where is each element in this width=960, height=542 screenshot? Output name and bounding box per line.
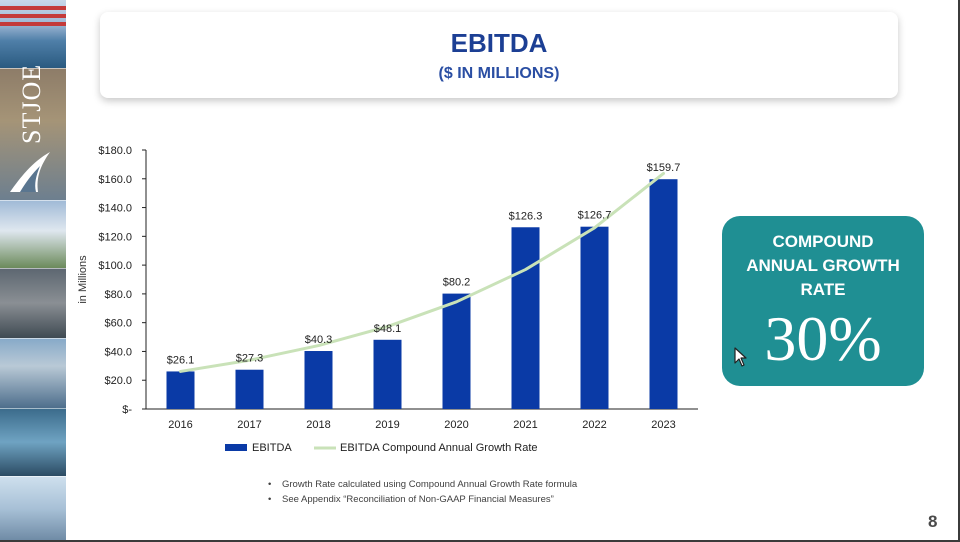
title-box: EBITDA ($ IN MILLIONS) xyxy=(100,12,898,98)
frame-edge xyxy=(0,540,960,542)
y-tick-label: $60.0 xyxy=(104,318,132,330)
footnote-item: • Growth Rate calculated using Compound A… xyxy=(268,477,577,492)
data-label-2023: $159.7 xyxy=(647,162,681,174)
photo-flag-beach xyxy=(0,0,66,68)
bar-2018 xyxy=(304,351,333,409)
footnote-item: • See Appendix “Reconciliation of Non-GAA… xyxy=(268,492,577,507)
bar-2019 xyxy=(373,339,402,409)
bar-2023 xyxy=(649,179,678,409)
x-tick-label: 2022 xyxy=(582,419,606,431)
footnote-text: See Appendix “Reconciliation of Non-GAAP… xyxy=(282,494,554,505)
frame-edge xyxy=(958,0,960,542)
cagr-card: COMPOUND ANNUAL GROWTH RATE 30% xyxy=(722,216,924,386)
bullet-icon: • xyxy=(268,494,272,505)
slide-subtitle: ($ IN MILLIONS) xyxy=(438,65,560,82)
legend-label-cagr: EBITDA Compound Annual Growth Rate xyxy=(340,442,538,454)
y-tick-label: $160.0 xyxy=(98,174,132,186)
bullet-icon: • xyxy=(268,479,272,490)
data-label-2020: $80.2 xyxy=(443,277,471,289)
photo-hotel xyxy=(0,476,66,542)
cagr-trend-line xyxy=(179,171,665,373)
data-label-2016: $26.1 xyxy=(167,354,195,366)
data-label-2019: $48.1 xyxy=(374,323,402,335)
footnote-text: Growth Rate calculated using Compound An… xyxy=(282,479,578,490)
y-axis-label: in Millions xyxy=(77,255,89,304)
side-photo-strip: STJOE xyxy=(0,0,66,542)
sailboat-logo-icon xyxy=(10,152,50,192)
x-tick-label: 2021 xyxy=(513,419,537,431)
legend-swatch-ebitda xyxy=(225,444,247,451)
y-tick-label: $40.0 xyxy=(104,346,132,358)
bar-2022 xyxy=(580,226,609,409)
footnotes: • Growth Rate calculated using Compound A… xyxy=(268,477,577,507)
bar-2016 xyxy=(166,371,195,409)
page-number: 8 xyxy=(928,512,938,531)
x-tick-label: 2018 xyxy=(306,419,330,431)
cagr-label: COMPOUND ANNUAL GROWTH RATE xyxy=(746,232,900,299)
data-label-2018: $40.3 xyxy=(305,334,333,346)
bar-2021 xyxy=(511,227,540,409)
x-tick-label: 2016 xyxy=(168,419,192,431)
photo-pool xyxy=(0,408,66,476)
ebitda-chart: in Millions $- $20.0 $40.0 $60.0 $80.0 $100.0 $… xyxy=(77,145,698,454)
photo-buildings xyxy=(0,338,66,408)
photo-pavilion xyxy=(0,268,66,338)
y-tick-label: $120.0 xyxy=(98,231,132,243)
y-tick-label: $- xyxy=(122,404,132,416)
x-tick-label: 2023 xyxy=(651,419,675,431)
mouse-cursor-icon xyxy=(734,347,747,367)
x-tick-label: 2020 xyxy=(444,419,468,431)
y-tick-label: $20.0 xyxy=(104,375,132,387)
y-tick-label: $180.0 xyxy=(98,145,132,157)
bar-2020 xyxy=(442,293,471,409)
logo-text: STJOE xyxy=(17,63,46,144)
cagr-value: 30% xyxy=(764,303,882,374)
data-label-2022: $126.7 xyxy=(578,210,612,222)
data-label-2021: $126.3 xyxy=(509,210,543,222)
x-tick-label: 2019 xyxy=(375,419,399,431)
y-tick-label: $100.0 xyxy=(98,260,132,272)
photo-house xyxy=(0,200,66,268)
x-tick-label: 2017 xyxy=(237,419,261,431)
bar-2017 xyxy=(235,369,264,409)
y-tick-label: $140.0 xyxy=(98,203,132,215)
y-tick-label: $80.0 xyxy=(104,289,132,301)
legend-label-ebitda: EBITDA xyxy=(252,442,292,454)
data-label-2017: $27.3 xyxy=(236,353,264,365)
slide-title: EBITDA xyxy=(450,28,548,58)
